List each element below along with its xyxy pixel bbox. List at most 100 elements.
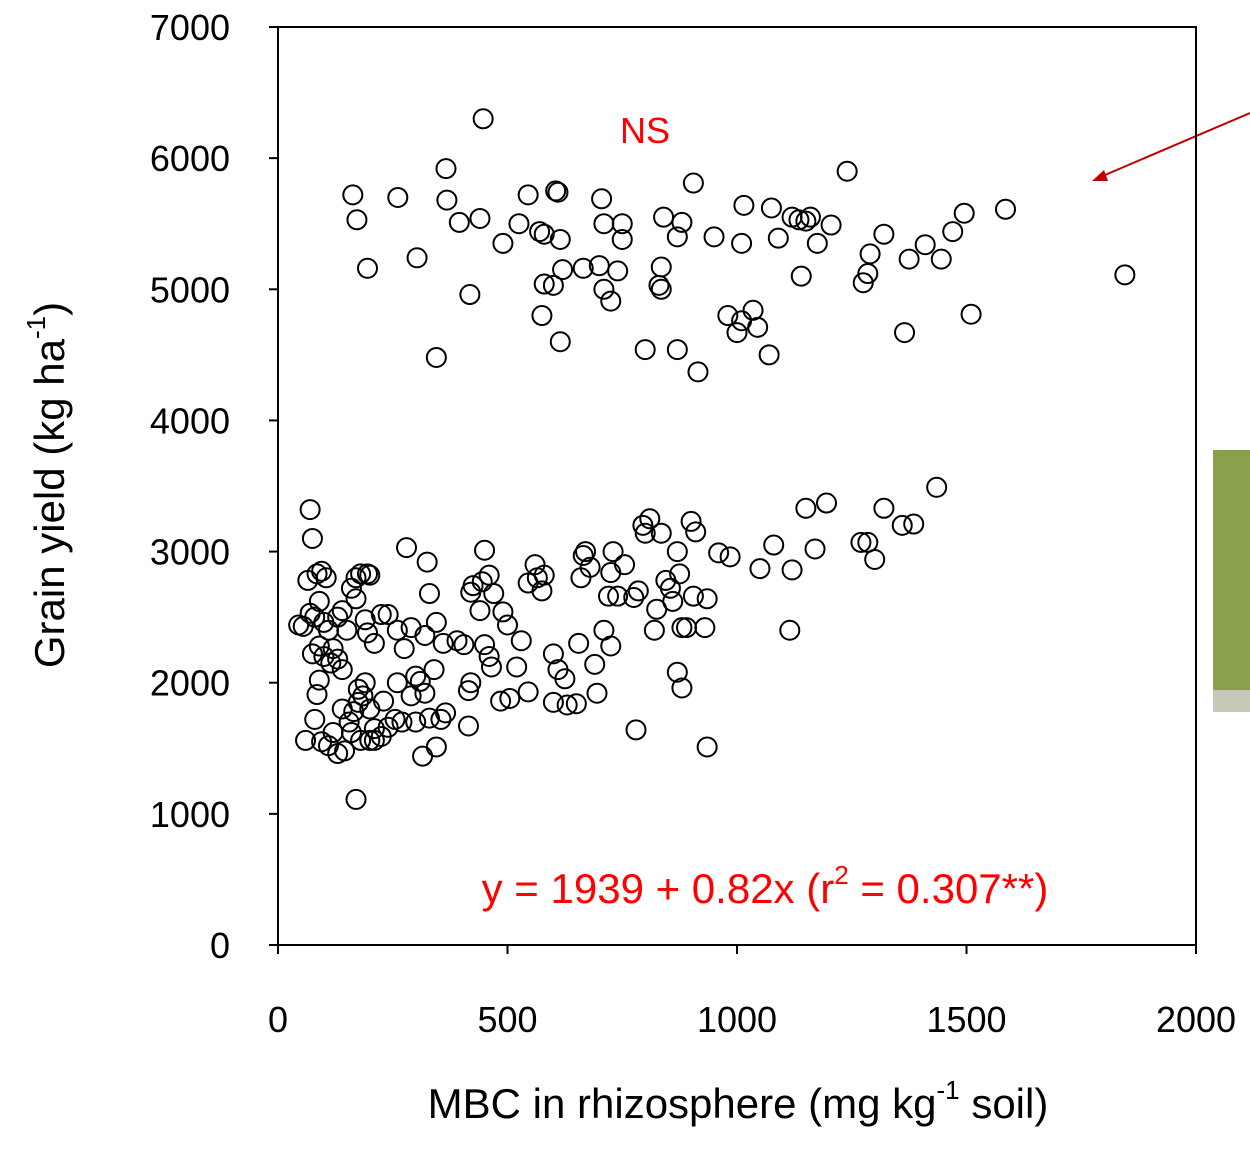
- data-point: [632, 514, 654, 536]
- data-point: [414, 625, 436, 647]
- data-point: [315, 567, 337, 589]
- data-point: [301, 527, 323, 549]
- data-point: [653, 206, 675, 228]
- data-point: [799, 206, 821, 228]
- data-point: [850, 531, 872, 553]
- data-point: [542, 274, 564, 296]
- data-point: [625, 719, 647, 741]
- data-point: [556, 694, 578, 716]
- data-point: [406, 247, 428, 269]
- data-point: [806, 232, 828, 254]
- x-axis-title-part: MBC in rhizosphere (mg kg: [428, 1080, 937, 1127]
- data-point: [492, 601, 514, 623]
- data-point: [903, 513, 925, 535]
- data-point: [497, 614, 518, 636]
- data-point: [666, 661, 688, 683]
- y-axis-title-part: ): [26, 302, 73, 316]
- regression-equation: y = 1939 + 0.82x (r2 = 0.307**): [482, 860, 1049, 912]
- x-axis-title: MBC in rhizosphere (mg kg-1 soil): [428, 1075, 1049, 1127]
- x-tick-label: 500: [477, 999, 537, 1040]
- data-point: [680, 510, 702, 532]
- data-point: [457, 715, 479, 737]
- data-point: [352, 685, 374, 707]
- data-point: [299, 499, 321, 521]
- data-point: [669, 563, 691, 585]
- data-point: [542, 691, 564, 713]
- data-point: [453, 634, 475, 656]
- data-point: [602, 541, 624, 563]
- data-point: [733, 194, 755, 216]
- data-point: [490, 690, 512, 712]
- data-point: [572, 545, 594, 567]
- y-axis-title-part: Grain yield (kg ha: [26, 338, 73, 668]
- data-point: [779, 619, 801, 641]
- data-point: [363, 632, 385, 654]
- data-point: [552, 259, 574, 281]
- data-point: [942, 221, 964, 243]
- x-axis-title-superscript: -1: [937, 1075, 960, 1105]
- data-point: [533, 273, 555, 295]
- data-point: [995, 198, 1017, 220]
- data-point: [304, 708, 326, 730]
- data-point: [634, 522, 656, 544]
- data-point: [597, 585, 619, 607]
- data-point: [676, 617, 698, 639]
- data-point: [666, 339, 688, 361]
- data-point: [611, 213, 633, 235]
- data-point: [409, 670, 431, 692]
- data-point: [430, 708, 452, 730]
- y-tick-label: 7000: [150, 7, 230, 48]
- x-tick-label: 1000: [697, 999, 777, 1040]
- data-point: [345, 788, 367, 810]
- data-point: [359, 564, 381, 586]
- data-point: [474, 539, 496, 561]
- data-point: [370, 604, 392, 626]
- data-point: [533, 564, 555, 586]
- data-point: [446, 630, 468, 652]
- regression-equation-part: = 0.307**): [849, 865, 1049, 912]
- data-point: [448, 211, 470, 233]
- data-point: [788, 209, 810, 231]
- data-point: [593, 278, 615, 300]
- data-point: [726, 322, 748, 344]
- data-point: [836, 160, 858, 182]
- data-point: [457, 680, 479, 702]
- data-point: [393, 638, 415, 660]
- data-point: [492, 232, 514, 254]
- data-point: [731, 232, 753, 254]
- data-point: [650, 522, 672, 544]
- y-tick-label: 4000: [150, 400, 230, 441]
- data-point: [340, 577, 362, 599]
- data-point: [425, 346, 447, 368]
- data-point: [650, 256, 672, 278]
- data-point: [758, 344, 780, 366]
- data-point: [308, 635, 330, 657]
- data-point: [586, 682, 608, 704]
- data-point: [386, 619, 408, 641]
- data-point: [545, 180, 567, 202]
- data-point: [781, 559, 803, 581]
- data-point: [308, 669, 330, 691]
- y-tick-label: 2000: [150, 663, 230, 704]
- data-point: [864, 548, 886, 570]
- data-point: [894, 322, 916, 344]
- plot-frame: [277, 26, 1197, 946]
- data-point: [373, 690, 395, 712]
- x-tick-label: 2000: [1156, 999, 1236, 1040]
- arrow-head: [1092, 170, 1108, 181]
- data-point: [306, 684, 328, 706]
- data-point: [607, 585, 629, 607]
- data-point: [405, 665, 427, 687]
- data-point: [930, 248, 952, 270]
- photo: [1213, 450, 1250, 712]
- data-point: [703, 226, 725, 248]
- data-point: [926, 476, 948, 498]
- data-point: [685, 521, 707, 543]
- x-tick-label: 1500: [926, 999, 1006, 1040]
- data-point: [336, 619, 358, 641]
- data-point: [816, 492, 838, 514]
- data-point: [859, 243, 881, 265]
- data-point: [414, 682, 436, 704]
- data-point: [396, 537, 418, 559]
